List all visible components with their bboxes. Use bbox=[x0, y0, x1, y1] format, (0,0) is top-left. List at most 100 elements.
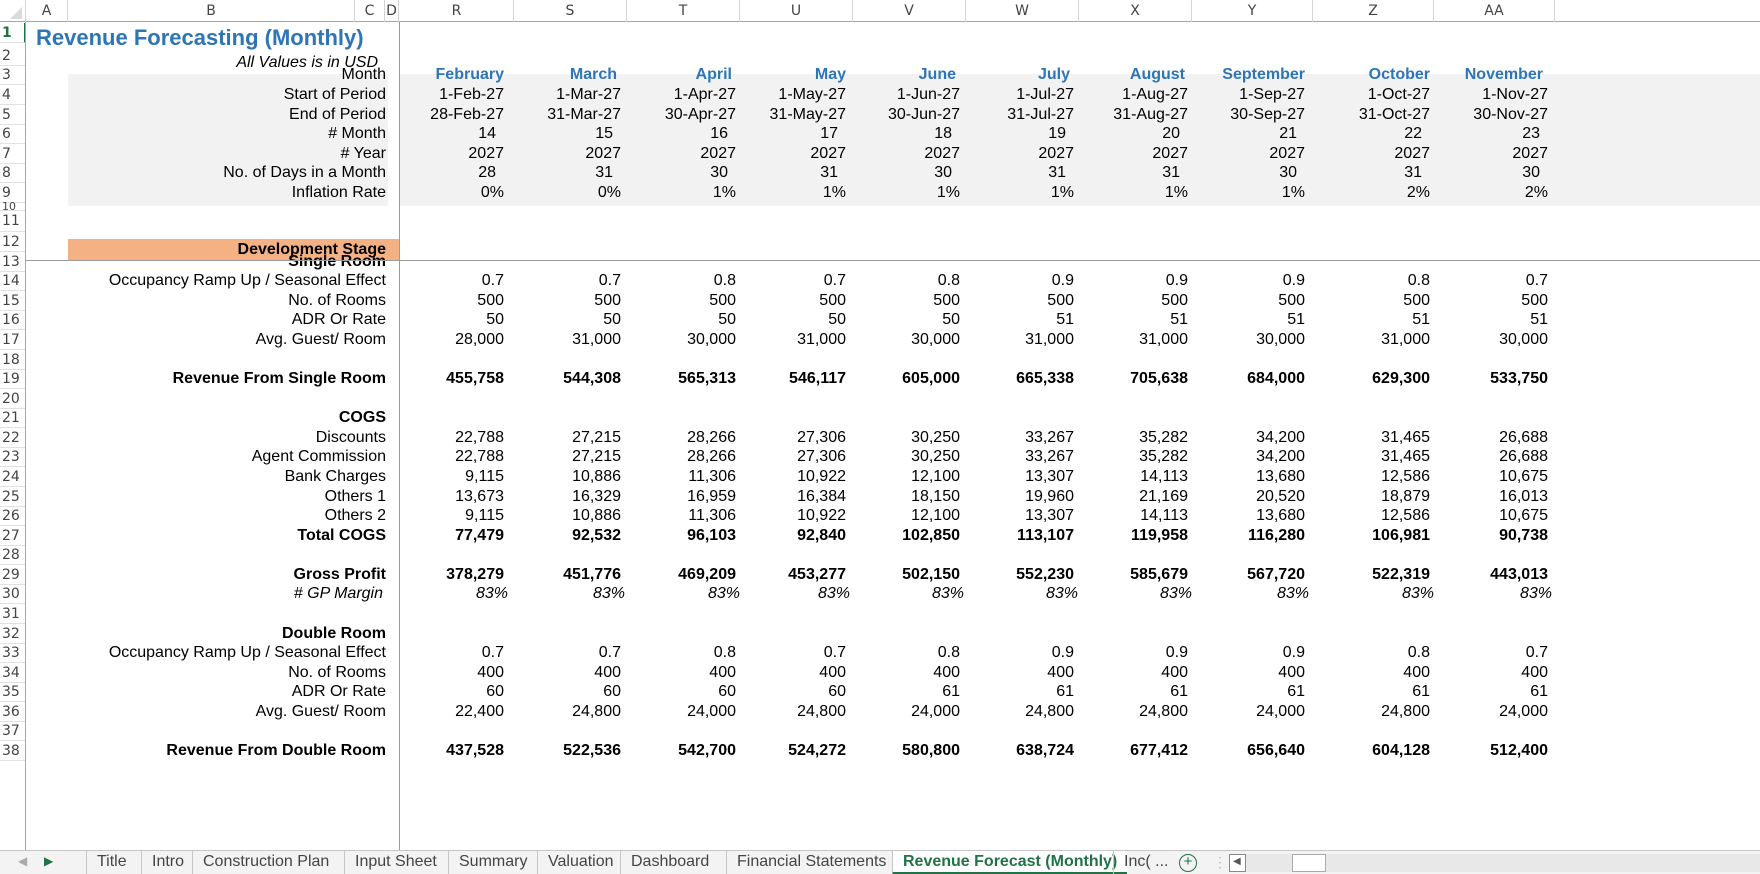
data-cell[interactable]: 665,338 bbox=[1016, 370, 1074, 387]
data-cell[interactable]: 524,272 bbox=[788, 742, 846, 759]
start-of-period-cell[interactable]: 1-Jul-27 bbox=[1016, 86, 1074, 103]
data-cell[interactable]: 31,000 bbox=[1381, 331, 1430, 348]
data-cell[interactable]: 30,250 bbox=[911, 429, 960, 446]
data-cell[interactable]: 83% bbox=[1159, 585, 1192, 602]
column-header-y[interactable]: Y bbox=[1192, 0, 1313, 22]
row-header-31[interactable]: 31 bbox=[0, 604, 25, 624]
end-of-period-cell[interactable]: 30-Apr-27 bbox=[664, 106, 736, 123]
data-cell[interactable]: 18,879 bbox=[1381, 488, 1430, 505]
month-number-cell[interactable]: 20 bbox=[1162, 125, 1180, 142]
month-header-september[interactable]: September bbox=[1222, 66, 1305, 83]
row-header-13[interactable]: 13 bbox=[0, 252, 25, 272]
month-header-november[interactable]: November bbox=[1464, 66, 1543, 83]
data-cell[interactable]: 35,282 bbox=[1139, 429, 1188, 446]
data-cell[interactable]: 83% bbox=[931, 585, 964, 602]
data-cell[interactable]: 500 bbox=[477, 292, 504, 309]
row-header-26[interactable]: 26 bbox=[0, 506, 25, 526]
column-header-s[interactable]: S bbox=[514, 0, 627, 22]
data-cell[interactable]: 10,922 bbox=[797, 468, 846, 485]
data-cell[interactable]: 34,200 bbox=[1256, 448, 1305, 465]
days-cell[interactable]: 31 bbox=[820, 164, 838, 181]
data-cell[interactable]: 512,400 bbox=[1490, 742, 1548, 759]
data-cell[interactable]: 20,520 bbox=[1256, 488, 1305, 505]
data-cell[interactable]: 61 bbox=[1412, 683, 1430, 700]
month-number-cell[interactable]: 21 bbox=[1279, 125, 1297, 142]
start-of-period-cell[interactable]: 1-Aug-27 bbox=[1122, 86, 1188, 103]
data-cell[interactable]: 565,313 bbox=[678, 370, 736, 387]
row-header-36[interactable]: 36 bbox=[0, 702, 25, 722]
row-header-19[interactable]: 19 bbox=[0, 369, 25, 389]
sheet-tab-summary[interactable]: Summary bbox=[448, 851, 537, 874]
data-cell[interactable]: 522,319 bbox=[1372, 566, 1430, 583]
data-cell[interactable]: 11,306 bbox=[688, 468, 736, 485]
data-cell[interactable]: 10,922 bbox=[797, 507, 846, 524]
data-cell[interactable]: 580,800 bbox=[902, 742, 960, 759]
row-header-5[interactable]: 5 bbox=[0, 105, 25, 125]
month-number-cell[interactable]: 15 bbox=[595, 125, 613, 142]
inflation-cell[interactable]: 0% bbox=[597, 184, 621, 201]
data-cell[interactable]: 567,720 bbox=[1247, 566, 1305, 583]
row-header-22[interactable]: 22 bbox=[0, 428, 25, 448]
column-header-u[interactable]: U bbox=[740, 0, 853, 22]
data-cell[interactable]: 0.8 bbox=[937, 644, 960, 661]
data-cell[interactable]: 0.7 bbox=[1525, 272, 1548, 289]
row-header-16[interactable]: 16 bbox=[0, 310, 25, 330]
end-of-period-cell[interactable]: 30-Nov-27 bbox=[1473, 106, 1548, 123]
row-header-24[interactable]: 24 bbox=[0, 467, 25, 487]
month-header-august[interactable]: August bbox=[1129, 66, 1185, 83]
data-cell[interactable]: 28,000 bbox=[455, 331, 504, 348]
year-cell[interactable]: 2027 bbox=[1394, 145, 1430, 162]
data-cell[interactable]: 34,200 bbox=[1256, 429, 1305, 446]
row-header-35[interactable]: 35 bbox=[0, 682, 25, 702]
column-header-aa[interactable]: AA bbox=[1434, 0, 1555, 22]
column-header-v[interactable]: V bbox=[853, 0, 966, 22]
data-cell[interactable]: 24,800 bbox=[572, 703, 621, 720]
data-cell[interactable]: 500 bbox=[819, 292, 846, 309]
data-cell[interactable]: 605,000 bbox=[902, 370, 960, 387]
inflation-cell[interactable]: 0% bbox=[480, 184, 504, 201]
data-cell[interactable]: 0.7 bbox=[1525, 644, 1548, 661]
data-cell[interactable]: 24,000 bbox=[687, 703, 736, 720]
data-cell[interactable]: 677,412 bbox=[1130, 742, 1188, 759]
data-cell[interactable]: 13,680 bbox=[1256, 507, 1305, 524]
column-header-d[interactable]: D bbox=[385, 0, 399, 22]
data-cell[interactable]: 500 bbox=[1161, 292, 1188, 309]
data-cell[interactable]: 50 bbox=[828, 311, 846, 328]
data-cell[interactable]: 33,267 bbox=[1025, 448, 1074, 465]
sheet-tab-financial-statements[interactable]: Financial Statements bbox=[726, 851, 896, 874]
data-cell[interactable]: 0.8 bbox=[1407, 272, 1430, 289]
year-cell[interactable]: 2027 bbox=[700, 145, 736, 162]
days-cell[interactable]: 28 bbox=[478, 164, 496, 181]
data-cell[interactable]: 544,308 bbox=[563, 370, 621, 387]
month-header-february[interactable]: February bbox=[435, 66, 504, 83]
data-cell[interactable]: 10,886 bbox=[572, 507, 621, 524]
year-cell[interactable]: 2027 bbox=[1512, 145, 1548, 162]
month-header-june[interactable]: June bbox=[918, 66, 956, 83]
data-cell[interactable]: 26,688 bbox=[1499, 429, 1548, 446]
data-cell[interactable]: 83% bbox=[475, 585, 508, 602]
data-cell[interactable]: 400 bbox=[819, 664, 846, 681]
end-of-period-cell[interactable]: 28-Feb-27 bbox=[430, 106, 504, 123]
start-of-period-cell[interactable]: 1-Nov-27 bbox=[1482, 86, 1548, 103]
data-cell[interactable]: 400 bbox=[1278, 664, 1305, 681]
tab-scroll-left-icon[interactable]: ◀ bbox=[18, 854, 28, 868]
month-number-cell[interactable]: 22 bbox=[1404, 125, 1422, 142]
horizontal-scrollbar-track[interactable] bbox=[1246, 854, 1760, 872]
data-cell[interactable]: 51 bbox=[1170, 311, 1188, 328]
sheet-tab-intro[interactable]: Intro bbox=[141, 851, 194, 874]
data-cell[interactable]: 0.7 bbox=[823, 644, 846, 661]
row-header-14[interactable]: 14 bbox=[0, 271, 25, 291]
row-header-10[interactable]: 10 bbox=[0, 202, 25, 211]
data-cell[interactable]: 30,000 bbox=[1256, 331, 1305, 348]
year-cell[interactable]: 2027 bbox=[924, 145, 960, 162]
start-of-period-cell[interactable]: 1-Feb-27 bbox=[439, 86, 504, 103]
data-cell[interactable]: 92,840 bbox=[797, 527, 846, 544]
data-cell[interactable]: 102,850 bbox=[902, 527, 960, 544]
end-of-period-cell[interactable]: 31-Mar-27 bbox=[547, 106, 621, 123]
data-cell[interactable]: 83% bbox=[817, 585, 850, 602]
data-cell[interactable]: 12,100 bbox=[911, 468, 960, 485]
column-header-z[interactable]: Z bbox=[1313, 0, 1434, 22]
row-header-18[interactable]: 18 bbox=[0, 350, 25, 370]
start-of-period-cell[interactable]: 1-Sep-27 bbox=[1239, 86, 1305, 103]
data-cell[interactable]: 24,800 bbox=[1139, 703, 1188, 720]
